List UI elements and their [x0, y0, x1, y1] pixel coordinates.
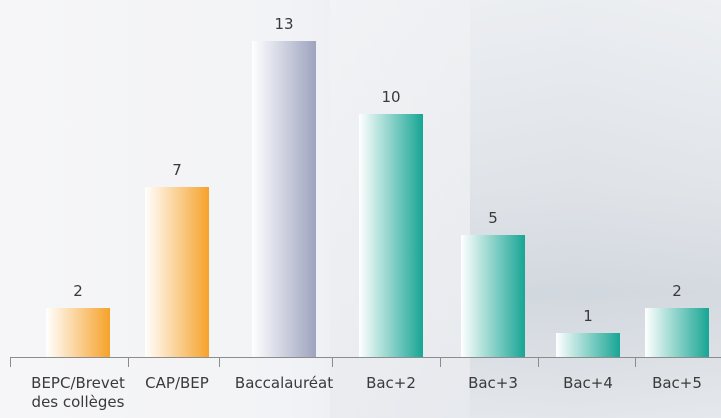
x-tick	[10, 357, 11, 367]
x-tick-label: Bac+5	[652, 374, 702, 392]
x-tick-label: Baccalauréat	[234, 374, 334, 392]
x-tick	[219, 357, 220, 367]
bar	[145, 186, 209, 357]
x-tick	[635, 357, 636, 367]
bar	[46, 308, 110, 357]
x-tick	[538, 357, 539, 367]
bar	[359, 113, 423, 357]
x-tick-label: CAP/BEP	[145, 374, 209, 392]
data-label: 2	[672, 282, 682, 301]
data-label: 13	[274, 15, 294, 33]
x-tick-label: BEPC/Brevet des collèges	[31, 374, 125, 411]
data-label: 5	[488, 209, 498, 228]
data-label: 10	[381, 87, 401, 106]
x-tick-label: Bac+4	[563, 374, 613, 392]
bar	[556, 332, 620, 357]
x-tick-label: Bac+2	[366, 374, 416, 392]
x-tick	[128, 357, 129, 367]
data-label: 2	[73, 282, 83, 301]
bar	[645, 308, 709, 357]
x-tick-label: Bac+3	[468, 374, 518, 392]
x-tick	[332, 357, 333, 367]
data-label: 7	[172, 160, 182, 179]
x-tick	[440, 357, 441, 367]
data-label: 1	[583, 306, 593, 325]
x-axis	[10, 357, 721, 358]
bar	[252, 41, 316, 357]
bar	[461, 235, 525, 357]
